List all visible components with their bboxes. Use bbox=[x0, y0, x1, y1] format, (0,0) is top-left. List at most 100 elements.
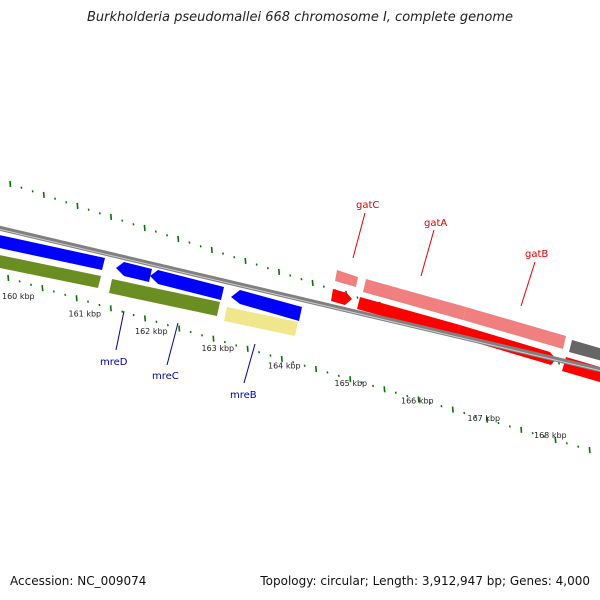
upstream-cds-feature[interactable] bbox=[0, 233, 105, 270]
minor-tick bbox=[337, 374, 340, 378]
mreB-label-line bbox=[243, 343, 256, 384]
major-tick bbox=[383, 386, 386, 393]
minor-tick bbox=[258, 351, 261, 354]
minor-tick bbox=[189, 330, 192, 334]
major-tick bbox=[42, 191, 45, 199]
minor-tick bbox=[20, 186, 23, 189]
major-tick bbox=[417, 396, 420, 403]
major-tick bbox=[75, 295, 78, 302]
gatA-cds-feature[interactable] bbox=[363, 279, 466, 320]
negative-strand-features bbox=[0, 233, 302, 336]
major-tick bbox=[315, 366, 318, 373]
minor-tick bbox=[303, 364, 306, 367]
ruler-labels: 160 kbp 161 kbp 162 kbp 163 kbp 164 kbp 165 k… bbox=[2, 292, 567, 440]
gatA-label-line bbox=[420, 229, 435, 277]
minor-tick bbox=[233, 256, 236, 259]
mreC-label[interactable]: mreC bbox=[152, 371, 179, 382]
minor-tick bbox=[155, 320, 158, 324]
mreD-cds-feature[interactable] bbox=[116, 262, 152, 282]
ruler-label-4: 164 kbp bbox=[268, 362, 301, 371]
ruler-label-2: 162 kbp bbox=[135, 327, 168, 336]
gatC-label[interactable]: gatC bbox=[356, 200, 379, 211]
minor-tick bbox=[292, 361, 295, 364]
minor-tick bbox=[31, 190, 34, 193]
ruler-label-7: 167 kbp bbox=[468, 414, 501, 423]
minor-tick bbox=[98, 303, 101, 307]
major-tick bbox=[177, 235, 180, 243]
gatB-label-line bbox=[520, 261, 536, 307]
minor-tick bbox=[54, 197, 57, 200]
major-tick bbox=[210, 246, 213, 253]
minor-tick bbox=[463, 411, 466, 415]
minor-tick bbox=[326, 371, 329, 374]
minor-tick bbox=[406, 394, 409, 398]
positive-gene-labels: gatC gatA gatB bbox=[352, 200, 548, 307]
major-tick bbox=[588, 447, 591, 454]
minor-tick bbox=[223, 340, 226, 344]
minor-tick bbox=[18, 280, 21, 283]
gatA-gene-feature[interactable] bbox=[357, 297, 460, 337]
major-tick bbox=[109, 305, 112, 312]
gatA-label[interactable]: gatA bbox=[424, 218, 447, 229]
mreD-label-line bbox=[115, 310, 125, 351]
mreB-cds-feature[interactable] bbox=[231, 290, 302, 321]
mreC-label-line bbox=[166, 322, 179, 366]
minor-tick bbox=[558, 362, 561, 365]
inner-tick-track bbox=[7, 274, 591, 454]
minor-tick bbox=[508, 425, 511, 428]
positive-strand-features bbox=[331, 270, 600, 383]
genome-backbone-shadow bbox=[0, 228, 600, 372]
mreB-gene-feature[interactable] bbox=[224, 307, 298, 336]
major-tick bbox=[41, 285, 44, 292]
accession-text: Accession: NC_009074 bbox=[10, 574, 147, 588]
gatC-gene-feature[interactable] bbox=[331, 289, 352, 305]
major-tick bbox=[143, 224, 146, 232]
major-tick bbox=[144, 315, 147, 322]
minor-tick bbox=[222, 252, 225, 255]
mreB-label[interactable]: mreB bbox=[230, 390, 257, 401]
major-tick bbox=[486, 416, 489, 423]
minor-tick bbox=[543, 435, 546, 438]
ruler-label-0: 160 kbp bbox=[2, 292, 35, 301]
minor-tick bbox=[565, 442, 568, 445]
minor-tick bbox=[87, 208, 90, 211]
minor-tick bbox=[322, 285, 325, 288]
major-tick bbox=[9, 180, 12, 188]
minor-tick bbox=[269, 354, 272, 357]
mreD-label[interactable]: mreD bbox=[100, 357, 128, 368]
minor-tick bbox=[132, 313, 135, 317]
major-tick bbox=[311, 279, 314, 286]
gatC-cds-feature[interactable] bbox=[335, 270, 358, 287]
upstream-gene-feature[interactable] bbox=[0, 253, 101, 288]
minor-tick bbox=[87, 300, 90, 303]
gatB-cds-feature[interactable] bbox=[463, 307, 566, 349]
genome-stats-text: Topology: circular; Length: 3,912,947 bp… bbox=[260, 574, 590, 588]
mreD-gene-feature[interactable] bbox=[109, 279, 220, 316]
minor-tick bbox=[372, 384, 375, 388]
minor-tick bbox=[255, 263, 258, 266]
minor-tick bbox=[531, 432, 534, 435]
major-tick bbox=[178, 325, 181, 332]
minor-tick bbox=[577, 445, 580, 448]
minor-tick bbox=[166, 234, 169, 237]
major-tick bbox=[7, 274, 10, 282]
map-title: Burkholderia pseudomallei 668 chromosome… bbox=[86, 10, 514, 25]
minor-tick bbox=[166, 324, 169, 327]
minor-tick bbox=[121, 310, 124, 313]
major-tick bbox=[212, 335, 215, 342]
minor-tick bbox=[360, 381, 363, 384]
major-tick bbox=[76, 202, 79, 210]
major-tick bbox=[349, 376, 352, 383]
negative-gene-labels: mreD mreC mreB bbox=[100, 310, 257, 401]
minor-tick bbox=[497, 421, 500, 425]
major-tick bbox=[110, 213, 113, 221]
minor-tick bbox=[98, 212, 101, 215]
minor-tick bbox=[188, 241, 191, 244]
gatB-label[interactable]: gatB bbox=[525, 249, 548, 260]
mreC-cds-feature[interactable] bbox=[150, 270, 224, 300]
gatC-label-line bbox=[352, 212, 366, 259]
minor-tick bbox=[64, 293, 67, 297]
minor-tick bbox=[429, 401, 432, 405]
major-tick bbox=[278, 268, 281, 275]
downstream-gene-feature[interactable] bbox=[569, 340, 600, 363]
